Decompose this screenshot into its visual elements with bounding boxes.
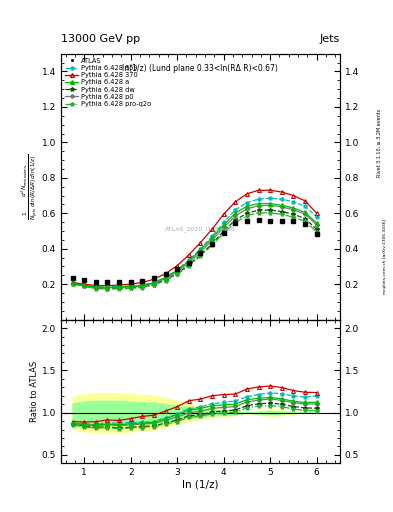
ATLAS: [105, 280, 110, 286]
ATLAS: [82, 276, 86, 283]
ATLAS: [175, 266, 180, 272]
ATLAS: [152, 275, 156, 281]
ATLAS: [244, 218, 249, 224]
Text: 13000 GeV pp: 13000 GeV pp: [61, 33, 140, 44]
ATLAS: [314, 230, 319, 237]
Text: mcplots.cern.ch [arXiv:1306.3436]: mcplots.cern.ch [arXiv:1306.3436]: [383, 219, 387, 293]
ATLAS: [70, 275, 75, 281]
ATLAS: [186, 260, 191, 266]
ATLAS: [233, 220, 238, 226]
ATLAS: [128, 279, 133, 285]
ATLAS: [117, 279, 121, 285]
ATLAS: [94, 279, 98, 285]
Y-axis label: $\frac{1}{N_{\rm jets}}\frac{d^2 N_{\rm emissions}}{d\ln(R/\Delta R)\,d\ln(1/z)}: $\frac{1}{N_{\rm jets}}\frac{d^2 N_{\rm …: [20, 154, 40, 220]
Text: ATLAS_2020_I1790256: ATLAS_2020_I1790256: [165, 226, 236, 232]
Line: ATLAS: ATLAS: [70, 218, 319, 285]
X-axis label: ln (1/z): ln (1/z): [182, 480, 219, 490]
Text: Rivet 3.1.10, ≥ 3.2M events: Rivet 3.1.10, ≥ 3.2M events: [377, 109, 382, 178]
ATLAS: [198, 250, 203, 256]
ATLAS: [210, 241, 215, 247]
ATLAS: [291, 218, 296, 224]
ATLAS: [303, 221, 307, 227]
ATLAS: [256, 217, 261, 223]
Text: ln(1/z) (Lund plane 0.33<ln(RΔ R)<0.67): ln(1/z) (Lund plane 0.33<ln(RΔ R)<0.67): [123, 65, 278, 73]
Text: Jets: Jets: [320, 33, 340, 44]
ATLAS: [268, 218, 273, 224]
ATLAS: [279, 218, 284, 224]
ATLAS: [163, 271, 168, 278]
ATLAS: [140, 278, 145, 284]
Legend: ATLAS, Pythia 6.428 359, Pythia 6.428 370, Pythia 6.428 a, Pythia 6.428 dw, Pyth: ATLAS, Pythia 6.428 359, Pythia 6.428 37…: [64, 56, 152, 109]
ATLAS: [221, 230, 226, 236]
Y-axis label: Ratio to ATLAS: Ratio to ATLAS: [30, 361, 39, 422]
